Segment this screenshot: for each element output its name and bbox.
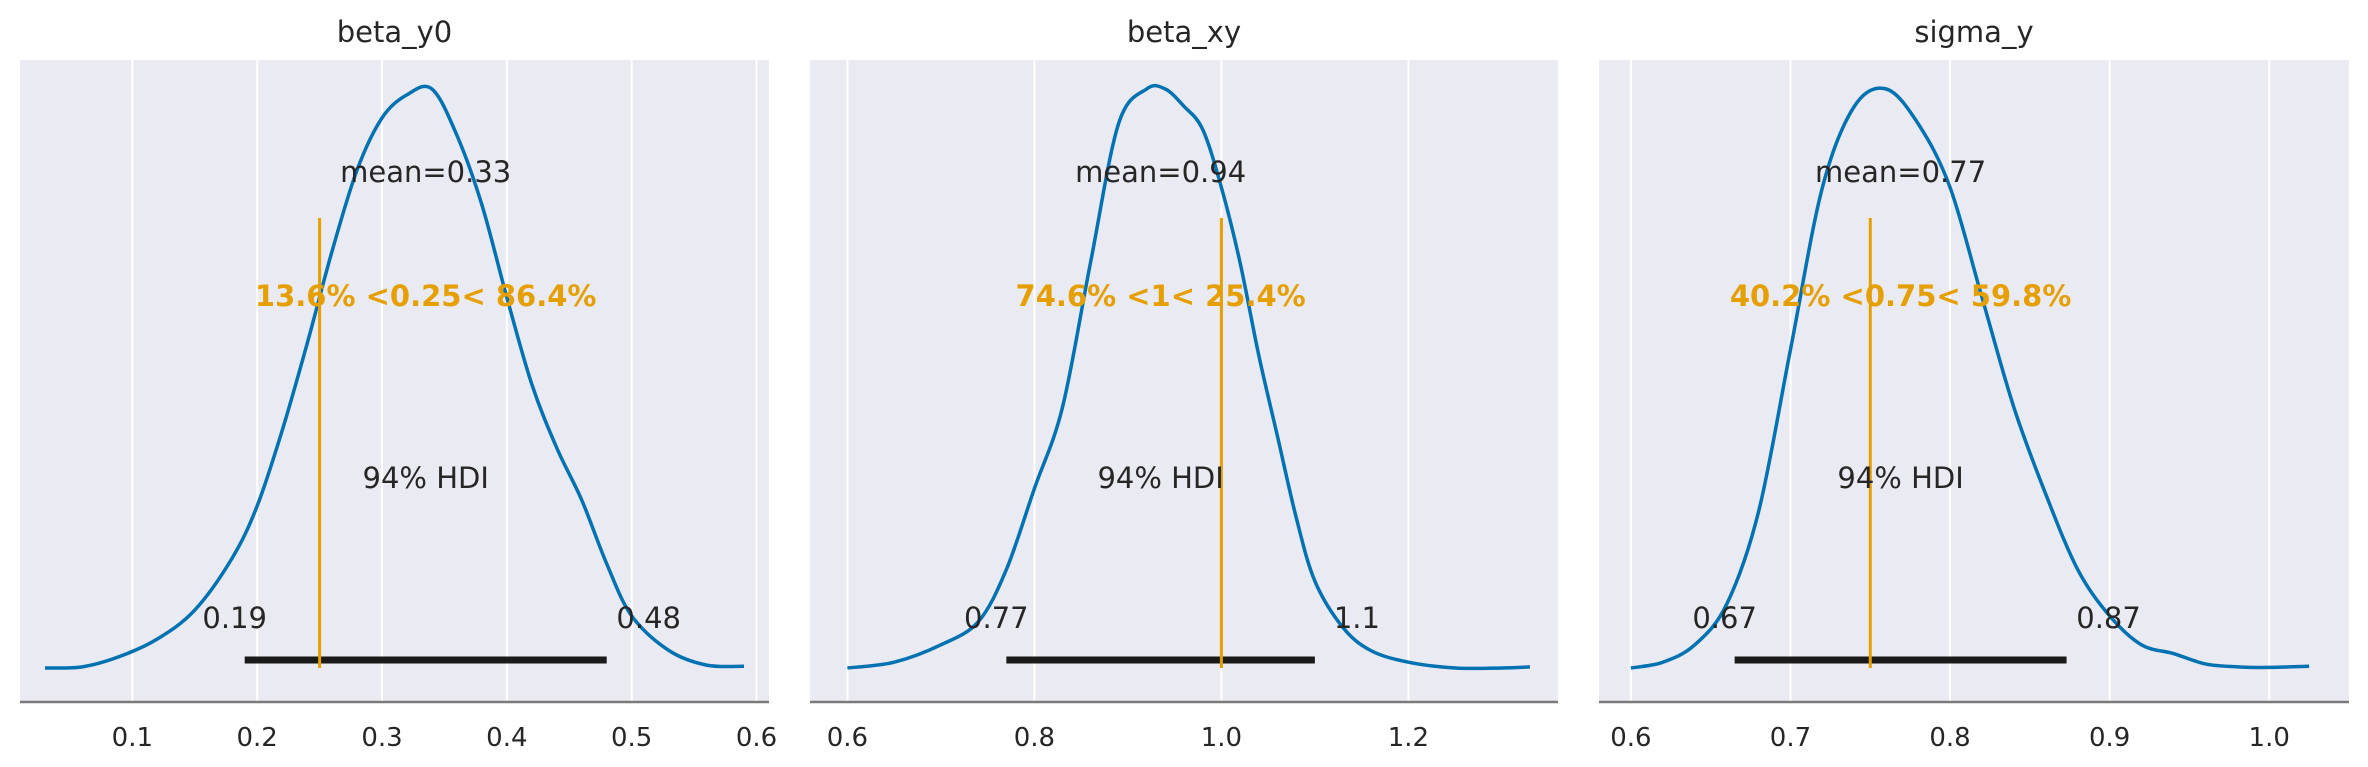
hdi-label: 94% HDI <box>363 461 489 495</box>
reference-label: 74.6% <1< 25.4% <box>1016 279 1306 313</box>
x-tick-label: 1.0 <box>2249 723 2290 753</box>
hdi-high-label: 0.87 <box>2076 601 2141 635</box>
subplot-title: sigma_y <box>1914 15 2033 49</box>
x-tick-label: 0.4 <box>486 723 527 753</box>
x-tick-label: 1.2 <box>1388 723 1429 753</box>
hdi-low-label: 0.67 <box>1692 601 1757 635</box>
subplot-beta_y0: 0.1 0.2 0.3 0.4 0.5 0.6 beta_y0 mean=0.33 13.6% … <box>20 15 777 753</box>
reference-label: 40.2% <0.75< 59.8% <box>1730 279 2072 313</box>
hdi-high-label: 0.48 <box>616 601 681 635</box>
x-tick-label: 0.7 <box>1770 723 1811 753</box>
density-curve <box>847 83 1531 671</box>
subplot-title: beta_xy <box>1127 15 1241 49</box>
x-tick-label: 0.1 <box>112 723 153 753</box>
hdi-label: 94% HDI <box>1097 461 1223 495</box>
x-tick-label: 0.9 <box>2089 723 2130 753</box>
mean-label: mean=0.33 <box>340 155 511 189</box>
hdi-high-label: 1.1 <box>1334 601 1380 635</box>
mean-label: mean=0.77 <box>1815 155 1986 189</box>
density-curve <box>1630 86 2310 670</box>
x-tick-label: 0.6 <box>827 723 868 753</box>
reference-label: 13.6% <0.25< 86.4% <box>255 279 597 313</box>
subplot-title: beta_y0 <box>337 15 453 49</box>
plot-background <box>810 60 1558 702</box>
mean-label: mean=0.94 <box>1075 155 1246 189</box>
x-tick-label: 0.6 <box>736 723 777 753</box>
subplot-sigma_y: 0.6 0.7 0.8 0.9 1.0 sigma_y mean=0.77 40.2% <0.… <box>1599 15 2349 753</box>
subplot-beta_xy: 0.6 0.8 1.0 1.2 beta_xy mean=0.94 74.6% <1< 25… <box>810 15 1558 753</box>
x-tick-label: 0.8 <box>1014 723 1055 753</box>
hdi-low-label: 0.19 <box>202 601 267 635</box>
hdi-low-label: 0.77 <box>964 601 1029 635</box>
density-curve <box>44 84 745 670</box>
plot-background <box>1599 60 2349 702</box>
hdi-label: 94% HDI <box>1837 461 1963 495</box>
x-tick-label: 0.5 <box>611 723 652 753</box>
x-tick-label: 0.2 <box>237 723 278 753</box>
x-tick-label: 1.0 <box>1201 723 1242 753</box>
plot-background <box>20 60 769 702</box>
x-tick-label: 0.8 <box>1929 723 1970 753</box>
x-tick-label: 0.6 <box>1610 723 1651 753</box>
x-tick-label: 0.3 <box>361 723 402 753</box>
